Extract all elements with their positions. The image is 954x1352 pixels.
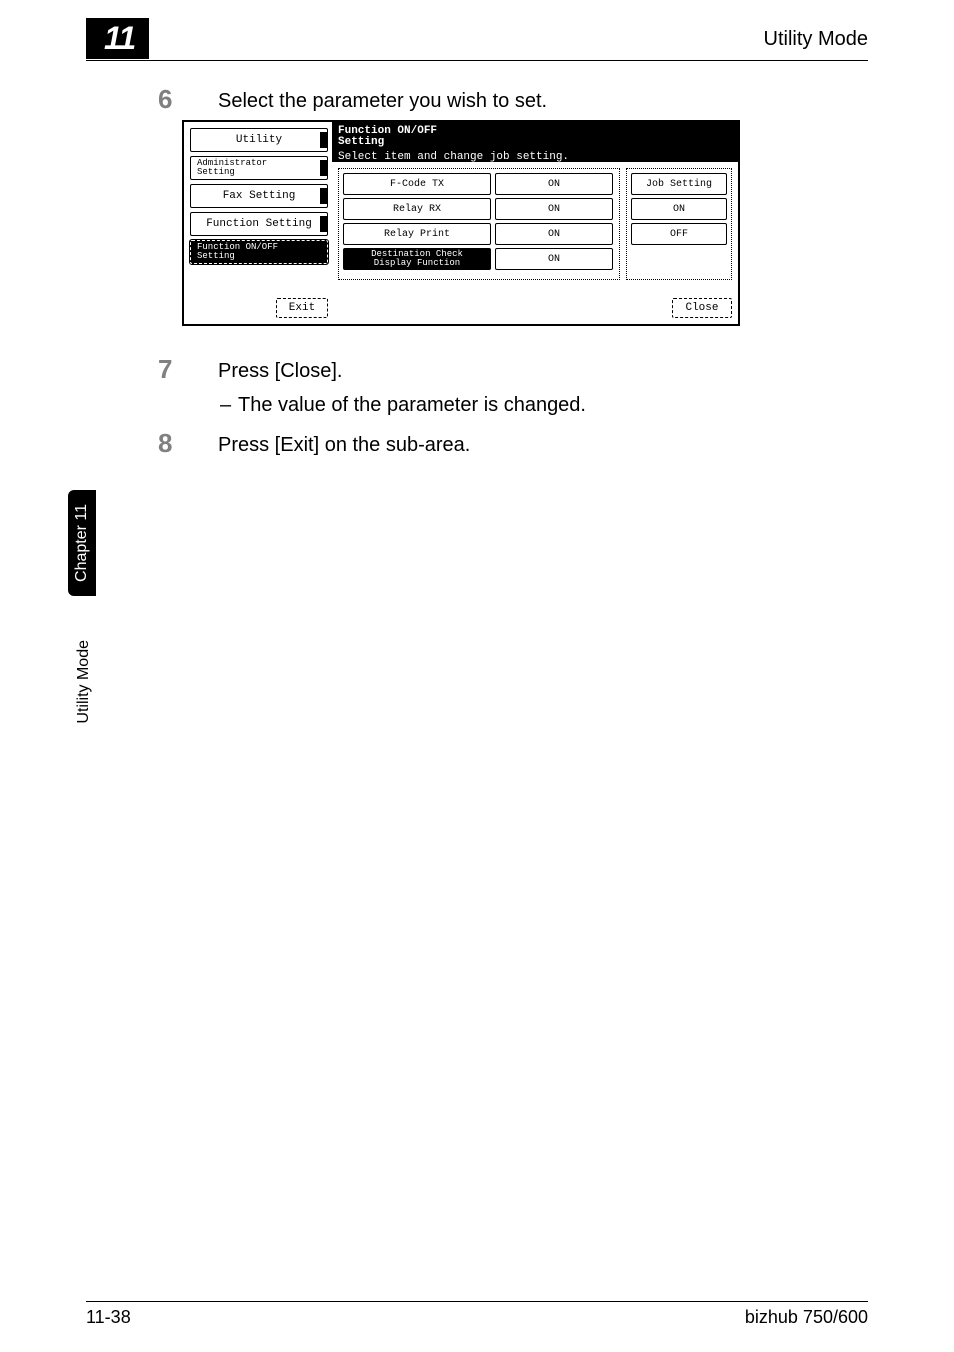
exit-button[interactable]: Exit	[276, 298, 328, 318]
footer-product: bizhub 750/600	[745, 1307, 868, 1328]
page-root: 11 Utility Mode 6 Select the parameter y…	[0, 0, 954, 1352]
lcd-header-line1a: Function ON/OFF	[338, 125, 437, 137]
step-7-sub-dash: –	[220, 394, 231, 417]
param-row-fcode[interactable]: F-Code TX ON	[343, 173, 615, 195]
job-setting-box: Job Setting ON OFF	[626, 168, 732, 280]
job-setting-blank	[631, 248, 727, 270]
param-destcheck-label: Destination CheckDisplay Function	[343, 248, 491, 270]
lcd-panel: F-Code TX ON Relay RX ON Relay Print ON …	[332, 162, 738, 324]
sidebar-admin[interactable]: AdministratorSetting	[190, 156, 328, 180]
exit-button-label: Exit	[289, 302, 315, 314]
step-8-text: Press [Exit] on the sub-area.	[218, 434, 470, 457]
close-button[interactable]: Close	[672, 298, 732, 318]
step-6-number: 6	[158, 84, 172, 115]
footer-page-number: 11-38	[86, 1307, 131, 1328]
step-7-sub-text: The value of the parameter is changed.	[238, 394, 586, 417]
sidebar-func-label: Function Setting	[206, 218, 312, 230]
param-relayprint-label: Relay Print	[343, 223, 491, 245]
lcd-param-list: F-Code TX ON Relay RX ON Relay Print ON …	[338, 168, 620, 280]
param-row-destcheck[interactable]: Destination CheckDisplay Function ON	[343, 248, 615, 270]
close-button-label: Close	[685, 302, 718, 314]
sidebar-fax-label: Fax Setting	[223, 190, 296, 202]
lcd-header-bar: Function ON/OFF Setting Select item and …	[332, 122, 738, 162]
param-fcode-val: ON	[495, 173, 613, 195]
lcd-sidebar: Utility AdministratorSetting Fax Setting…	[190, 128, 328, 268]
header-rule	[86, 60, 868, 61]
param-relayprint-val: ON	[495, 223, 613, 245]
param-destcheck-val: ON	[495, 248, 613, 270]
side-chapter-tab: Chapter 11	[68, 490, 96, 596]
lcd-screenshot: Function ON/OFF Setting Select item and …	[182, 120, 740, 326]
step-7-text: Press [Close].	[218, 360, 342, 383]
step-8-number: 8	[158, 428, 172, 459]
sidebar-utility[interactable]: Utility	[190, 128, 328, 152]
sidebar-fax[interactable]: Fax Setting	[190, 184, 328, 208]
param-relayrx-label: Relay RX	[343, 198, 491, 220]
sidebar-utility-label: Utility	[236, 134, 282, 146]
param-row-relayprint[interactable]: Relay Print ON	[343, 223, 615, 245]
lcd-header-line1b: Setting	[338, 136, 384, 148]
param-relayrx-val: ON	[495, 198, 613, 220]
chapter-badge: 11	[86, 18, 149, 59]
param-fcode-label: F-Code TX	[343, 173, 491, 195]
job-setting-off[interactable]: OFF	[631, 223, 727, 245]
sidebar-function-onoff-active[interactable]: Function ON/OFFSetting	[190, 240, 328, 264]
param-row-relayrx[interactable]: Relay RX ON	[343, 198, 615, 220]
step-6-text: Select the parameter you wish to set.	[218, 90, 547, 113]
job-setting-on[interactable]: ON	[631, 198, 727, 220]
sidebar-function-setting[interactable]: Function Setting	[190, 212, 328, 236]
job-setting-title: Job Setting	[631, 173, 727, 195]
step-7-number: 7	[158, 354, 172, 385]
header-title: Utility Mode	[764, 28, 868, 51]
side-section-label: Utility Mode	[75, 640, 93, 724]
footer-rule	[86, 1301, 868, 1302]
